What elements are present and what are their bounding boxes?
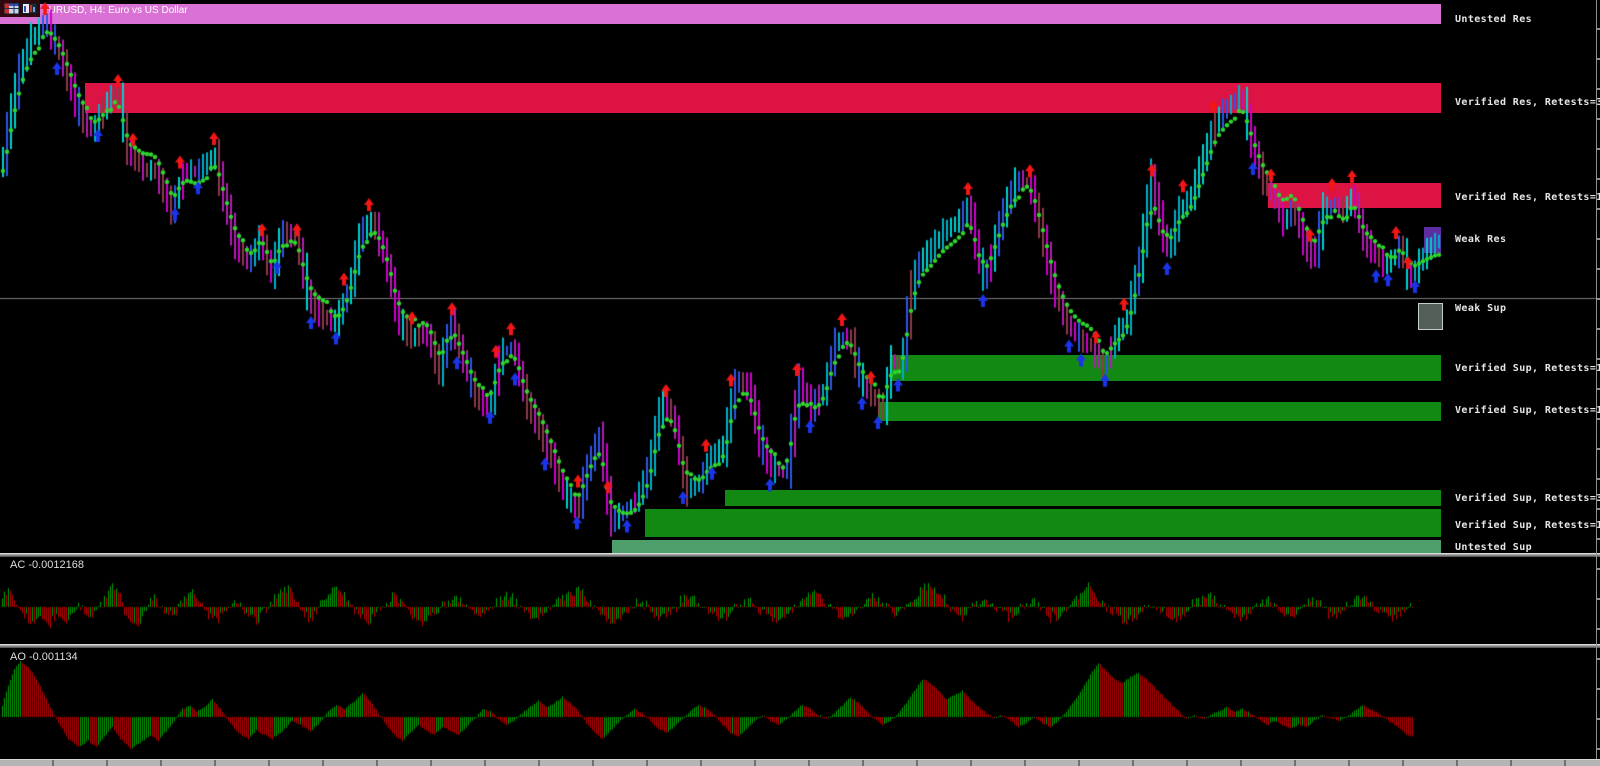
price-scale[interactable] (1596, 0, 1600, 766)
time-scale[interactable] (0, 759, 1600, 766)
bar-chart-icon[interactable] (22, 3, 37, 14)
ao-indicator-label: AO -0.001134 (10, 651, 78, 663)
chart-toolbar (0, 0, 40, 17)
pane-divider-ac[interactable] (0, 553, 1600, 557)
ac-indicator-label: AC -0.0012168 (10, 559, 84, 571)
pane-divider-ao[interactable] (0, 644, 1600, 648)
data-table-icon[interactable] (4, 3, 19, 14)
